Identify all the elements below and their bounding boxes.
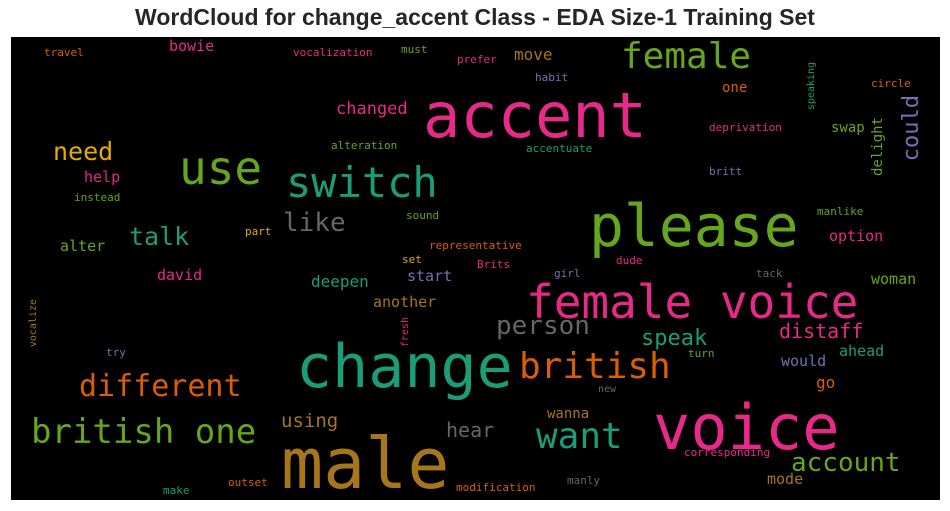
word-need: need — [53, 137, 114, 166]
word-circle: circle — [871, 77, 911, 90]
word-go: go — [816, 373, 836, 392]
word-wanna: wanna — [547, 406, 590, 422]
word-sound: sound — [406, 209, 440, 222]
word-alteration: alteration — [331, 139, 398, 152]
chart-title: WordCloud for change_accent Class - EDA … — [135, 4, 815, 30]
word-deepen: deepen — [311, 272, 369, 291]
word-use: use — [179, 141, 263, 195]
word-would: would — [781, 352, 827, 370]
word-girl: girl — [554, 267, 581, 280]
word-move: move — [514, 45, 553, 64]
word-using: using — [281, 410, 339, 432]
word-speak: speak — [641, 326, 708, 351]
word-switch: switch — [286, 158, 438, 207]
word-accentuate: accentuate — [526, 142, 593, 155]
word-please: please — [589, 192, 799, 260]
word-voice: voice — [653, 391, 840, 464]
word-vocalization: vocalization — [293, 46, 373, 59]
word-account: account — [791, 448, 901, 478]
word-help: help — [84, 168, 121, 186]
word-one: one — [722, 80, 748, 96]
word-try: try — [106, 346, 126, 359]
word-vocalize: vocalize — [28, 299, 39, 348]
word-start: start — [407, 267, 453, 285]
word-change: change — [296, 332, 513, 402]
word-habit: habit — [535, 71, 569, 84]
word-deprivation: deprivation — [709, 121, 782, 134]
word-want: want — [536, 416, 623, 457]
word-turn: turn — [688, 347, 715, 360]
word-prefer: prefer — [457, 53, 497, 66]
word-hear: hear — [446, 418, 495, 442]
word-female-voice: female voice — [526, 275, 859, 329]
word-representative: representative — [429, 239, 522, 252]
word-make: make — [163, 484, 190, 497]
word-alter: alter — [60, 237, 106, 255]
word-mode: mode — [767, 470, 804, 488]
word-set: set — [402, 253, 422, 266]
word-must: must — [401, 43, 428, 56]
word-accent: accent — [423, 79, 647, 152]
word-female: female — [621, 37, 752, 77]
word-speaking: speaking — [806, 62, 817, 111]
wordcloud-canvas: accent male change voice please female voice s… — [11, 37, 940, 500]
word-another: another — [373, 293, 437, 311]
word-delight: delight — [870, 117, 886, 177]
word-manly: manly — [567, 474, 601, 487]
word-modification: modification — [456, 481, 536, 494]
word-option: option — [829, 227, 884, 245]
word-like: like — [283, 208, 346, 238]
word-brits: Brits — [477, 258, 511, 271]
word-part: part — [245, 225, 272, 238]
word-tack: tack — [756, 267, 783, 280]
word-corresponding: corresponding — [684, 446, 771, 459]
word-different: different — [79, 369, 242, 404]
word-manlike: manlike — [817, 205, 864, 218]
word-changed: changed — [336, 99, 408, 119]
word-person: person — [496, 311, 590, 341]
word-bowie: bowie — [169, 37, 215, 55]
word-british-one: british one — [31, 412, 257, 452]
word-talk: talk — [129, 222, 190, 251]
word-distaff: distaff — [779, 319, 864, 343]
word-swap: swap — [831, 120, 865, 136]
word-british: british — [519, 346, 671, 387]
word-britt: britt — [709, 165, 743, 178]
word-male: male — [281, 423, 450, 500]
word-could: could — [899, 95, 924, 162]
word-outset: outset — [228, 476, 268, 489]
word-david: david — [157, 266, 203, 284]
word-fresh: fresh — [400, 317, 411, 348]
word-new: new — [598, 384, 617, 395]
word-ahead: ahead — [839, 342, 885, 360]
word-travel: travel — [44, 46, 84, 59]
word-woman: woman — [871, 270, 917, 288]
word-instead: instead — [74, 191, 121, 204]
word-dude: dude — [616, 254, 643, 267]
